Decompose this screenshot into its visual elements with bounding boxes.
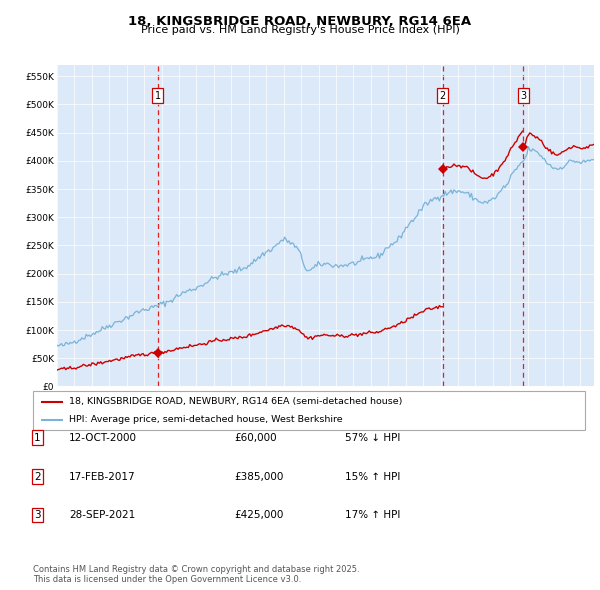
- Text: 57% ↓ HPI: 57% ↓ HPI: [345, 433, 400, 442]
- Text: 17-FEB-2017: 17-FEB-2017: [69, 472, 136, 481]
- Text: 1: 1: [155, 91, 161, 101]
- Text: £385,000: £385,000: [234, 472, 283, 481]
- Text: 15% ↑ HPI: 15% ↑ HPI: [345, 472, 400, 481]
- Text: 1: 1: [34, 433, 41, 442]
- Text: £60,000: £60,000: [234, 433, 277, 442]
- Text: 17% ↑ HPI: 17% ↑ HPI: [345, 510, 400, 520]
- Text: 3: 3: [520, 91, 526, 101]
- Text: 18, KINGSBRIDGE ROAD, NEWBURY, RG14 6EA: 18, KINGSBRIDGE ROAD, NEWBURY, RG14 6EA: [128, 15, 472, 28]
- Text: Price paid vs. HM Land Registry's House Price Index (HPI): Price paid vs. HM Land Registry's House …: [140, 25, 460, 35]
- Text: 2: 2: [34, 472, 41, 481]
- Text: 18, KINGSBRIDGE ROAD, NEWBURY, RG14 6EA (semi-detached house): 18, KINGSBRIDGE ROAD, NEWBURY, RG14 6EA …: [69, 398, 402, 407]
- Text: 2: 2: [440, 91, 446, 101]
- Text: £425,000: £425,000: [234, 510, 283, 520]
- Text: 28-SEP-2021: 28-SEP-2021: [69, 510, 135, 520]
- Text: 3: 3: [34, 510, 41, 520]
- Text: HPI: Average price, semi-detached house, West Berkshire: HPI: Average price, semi-detached house,…: [69, 415, 343, 424]
- Text: 12-OCT-2000: 12-OCT-2000: [69, 433, 137, 442]
- Text: Contains HM Land Registry data © Crown copyright and database right 2025.
This d: Contains HM Land Registry data © Crown c…: [33, 565, 359, 584]
- FancyBboxPatch shape: [33, 391, 585, 430]
